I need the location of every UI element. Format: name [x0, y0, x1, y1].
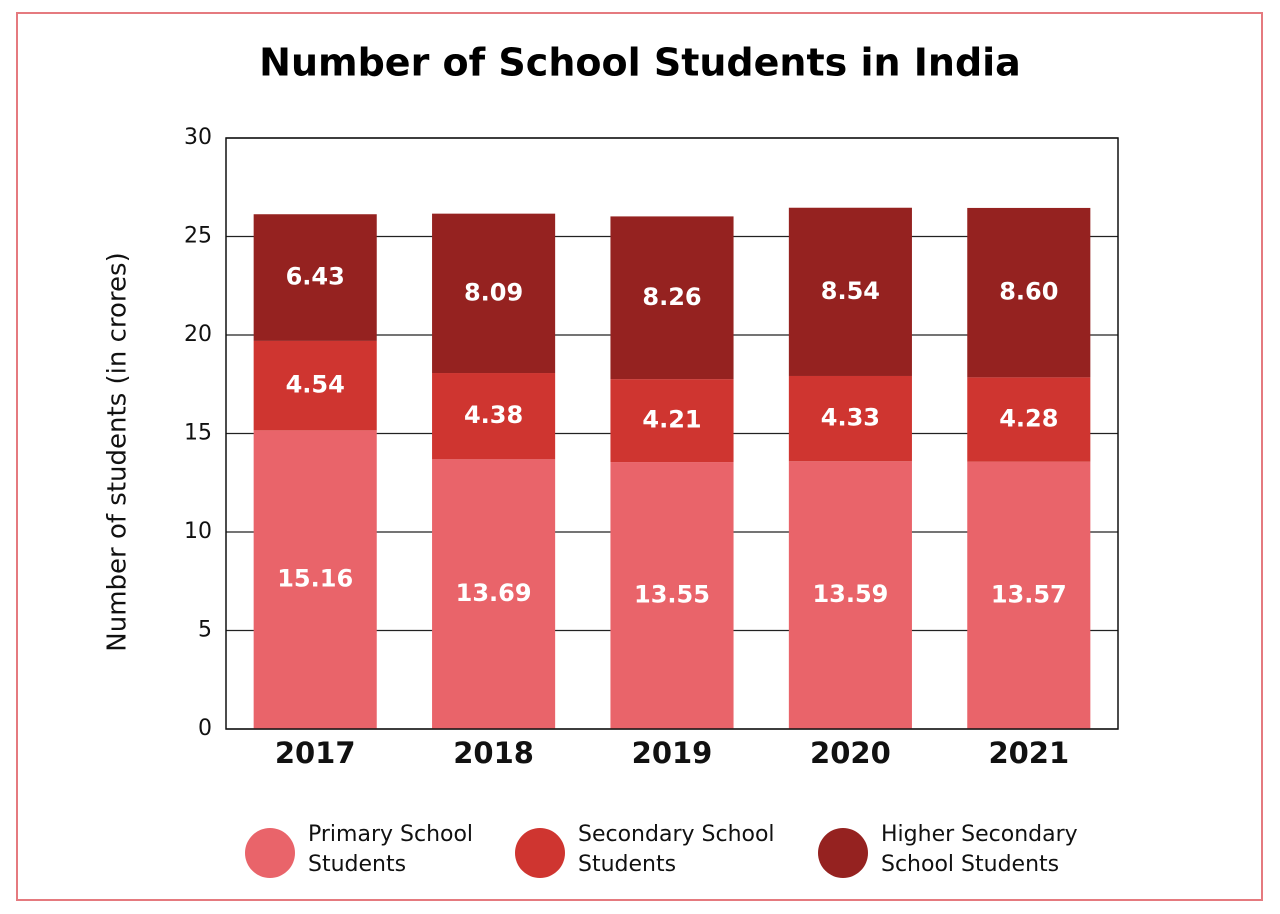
x-tick-label: 2019: [632, 736, 713, 770]
bar-segment: [253, 340, 377, 431]
value-label: 4.21: [642, 406, 701, 434]
bar-segment: [967, 377, 1091, 462]
value-label: 4.28: [999, 405, 1058, 433]
value-label: 4.38: [464, 401, 523, 429]
legend-swatch: [245, 828, 295, 878]
plot-border: [225, 137, 1119, 730]
bar-segment: [610, 379, 734, 463]
y-tick-label: 30: [184, 125, 212, 150]
legend-swatch: [818, 828, 868, 878]
value-label: 6.43: [286, 263, 345, 291]
bar-segment: [432, 213, 556, 374]
value-label: 8.54: [821, 277, 880, 305]
value-label: 13.57: [991, 580, 1067, 608]
bar-segment: [788, 207, 912, 376]
y-tick-label: 0: [198, 716, 212, 741]
y-tick-label: 25: [184, 224, 212, 249]
y-tick-label: 5: [198, 618, 212, 643]
value-label: 8.09: [464, 278, 523, 306]
y-tick-label: 10: [184, 519, 212, 544]
value-label: 15.16: [277, 565, 353, 593]
value-label: 8.26: [642, 283, 701, 311]
legend-swatch: [515, 828, 565, 878]
bar-segment: [432, 459, 556, 729]
bar-segment: [253, 430, 377, 729]
bar-segment: [610, 216, 734, 380]
legend-label: Primary School Students: [308, 822, 474, 877]
value-label: 13.55: [634, 581, 710, 609]
x-tick-label: 2018: [453, 736, 534, 770]
y-tick-label: 15: [184, 421, 212, 446]
value-label: 13.59: [812, 580, 888, 608]
chart-title: Number of School Students in India: [259, 41, 1021, 85]
bar-segment: [967, 207, 1091, 378]
legend-label: Higher Secondary School Students: [881, 822, 1078, 877]
bar-segment: [432, 373, 556, 460]
x-tick-label: 2020: [810, 736, 891, 770]
bar-segment: [788, 461, 912, 729]
legend-label: Secondary School Students: [578, 822, 775, 877]
value-label: 8.60: [999, 278, 1058, 306]
x-tick-label: 2017: [275, 736, 356, 770]
frame: [16, 12, 1263, 901]
bar-segment: [253, 214, 377, 341]
y-tick-label: 20: [184, 322, 212, 347]
value-label: 13.69: [456, 579, 532, 607]
bar-segment: [610, 462, 734, 729]
bar-segment: [788, 375, 912, 462]
bar-segment: [967, 461, 1091, 729]
value-label: 4.33: [821, 404, 880, 432]
y-axis-label: Number of students (in crores): [103, 252, 133, 651]
x-tick-label: 2021: [988, 736, 1069, 770]
value-label: 4.54: [286, 371, 345, 399]
